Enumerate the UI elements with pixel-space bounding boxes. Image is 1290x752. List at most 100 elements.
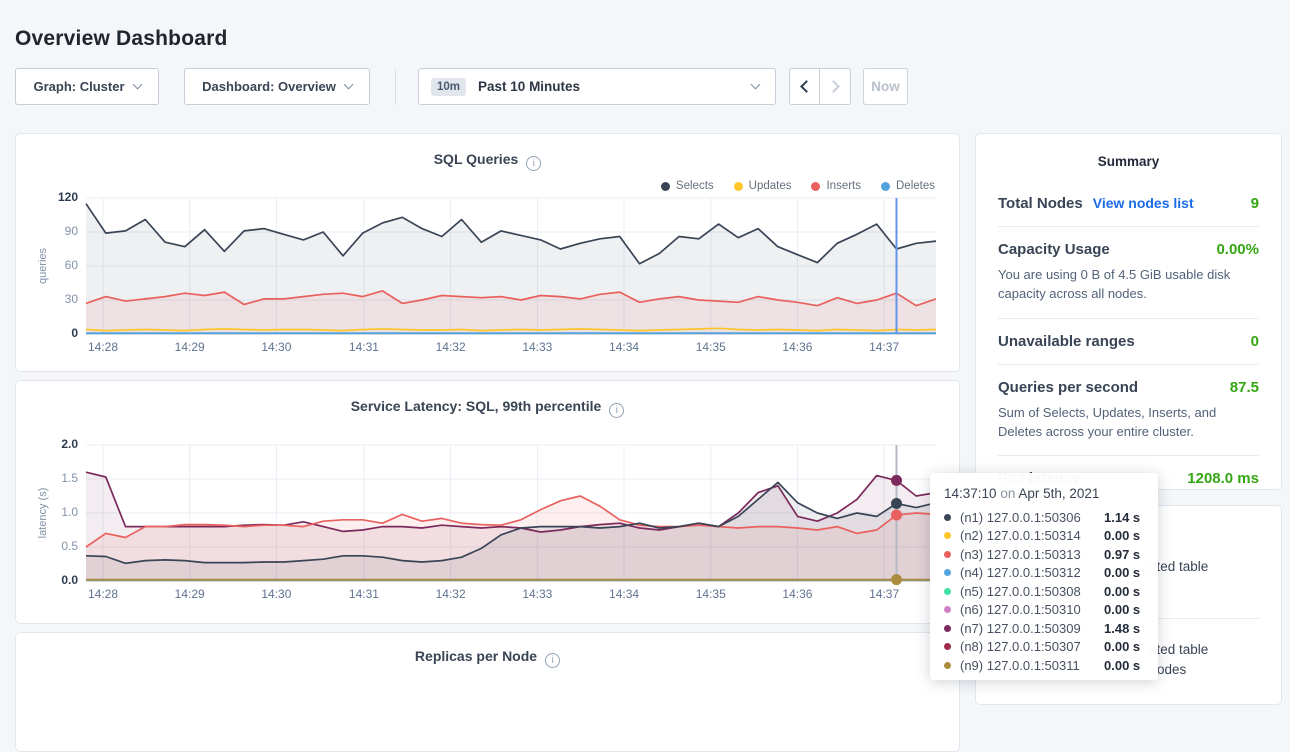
- sql-queries-panel: SQL Queries i Selects Updates Inserts Delete…: [15, 133, 960, 372]
- x-tick: 14:31: [348, 587, 379, 601]
- chart-title-text: SQL Queries: [433, 151, 519, 167]
- view-nodes-link[interactable]: View nodes list: [1092, 195, 1194, 211]
- summary-row-capacity: Capacity Usage 0.00%: [998, 241, 1259, 258]
- summary-label: Total Nodes: [998, 195, 1083, 212]
- time-range-selector[interactable]: 10m Past 10 Minutes: [418, 68, 776, 105]
- legend-label: Deletes: [896, 180, 935, 192]
- series-color-dot: [811, 181, 821, 191]
- time-window-badge: 10m: [431, 77, 467, 96]
- y-tick: 0.0: [61, 573, 78, 587]
- x-tick: 14:37: [869, 340, 900, 354]
- tooltip-node-row: (n5) 127.0.0.1:50308 0.00 s: [944, 582, 1146, 601]
- x-tick: 14:36: [782, 587, 813, 601]
- series-color-dot: [944, 550, 951, 558]
- info-icon[interactable]: i: [609, 403, 625, 418]
- now-button[interactable]: Now: [863, 68, 908, 105]
- series-color-dot: [944, 624, 951, 632]
- tooltip-node-address: (n3) 127.0.0.1:50313: [960, 546, 1081, 562]
- legend-item-deletes[interactable]: Deletes: [881, 180, 935, 192]
- summary-label: Capacity Usage: [998, 241, 1110, 258]
- prev-time-button[interactable]: [789, 68, 820, 105]
- x-tick: 14:35: [695, 340, 726, 354]
- info-icon[interactable]: i: [545, 653, 561, 668]
- divider: [1148, 618, 1260, 619]
- chart-title: Replicas per Node i: [16, 648, 959, 668]
- x-tick: 14:36: [782, 340, 813, 354]
- info-icon[interactable]: i: [526, 156, 542, 171]
- next-time-button[interactable]: [820, 68, 851, 105]
- tooltip-node-value: 0.00 s: [1104, 602, 1141, 618]
- y-tick: 120: [57, 190, 78, 204]
- x-tick: 14:32: [435, 340, 466, 354]
- event-text-fragment: odes: [1157, 662, 1187, 677]
- x-tick: 14:32: [435, 587, 466, 601]
- summary-description: You are using 0 B of 4.5 GiB usable disk…: [998, 267, 1231, 301]
- x-tick: 14:28: [87, 587, 119, 601]
- tooltip-time: 14:37:10: [944, 486, 997, 501]
- legend-item-selects[interactable]: Selects: [660, 180, 714, 192]
- series-color-dot: [944, 513, 951, 521]
- legend-item-updates[interactable]: Updates: [733, 180, 791, 192]
- chart-plot[interactable]: latency (s) 0.0 0.5 1.0 1.5 2.0 14:28 14:29 14:…: [37, 437, 937, 601]
- divider: [998, 455, 1259, 457]
- summary-label: Queries per second: [998, 378, 1139, 396]
- series-color-dot: [944, 569, 951, 577]
- tooltip-node-value: 0.00 s: [1104, 565, 1141, 581]
- chevron-down-icon: [750, 79, 761, 90]
- tooltip-node-row: (n8) 127.0.0.1:50307 0.00 s: [944, 638, 1146, 657]
- series-color-dot: [660, 181, 670, 191]
- tooltip-node-address: (n6) 127.0.0.1:50310: [960, 602, 1081, 618]
- summary-value: 87.5: [1229, 378, 1259, 396]
- chevron-down-icon: [343, 79, 354, 90]
- series-color-dot: [944, 643, 951, 651]
- chart-title: SQL Queries i: [16, 151, 959, 171]
- x-tick: 14:34: [609, 340, 640, 354]
- chart-title-text: Service Latency: SQL, 99th percentile: [350, 398, 602, 414]
- tooltip-node-address: (n1) 127.0.0.1:50306: [960, 509, 1081, 525]
- chevron-left-icon: [800, 80, 813, 93]
- tooltip-node-list: (n1) 127.0.0.1:50306 1.14 s (n2) 127.0.0.1…: [944, 508, 1146, 675]
- tooltip-node-value: 1.48 s: [1104, 620, 1141, 636]
- tooltip-node-value: 1.14 s: [1104, 509, 1141, 525]
- event-text-fragment: ated table: [1149, 559, 1209, 574]
- series-color-dot: [944, 606, 951, 614]
- toolbar-divider: [395, 69, 396, 105]
- x-tick: 14:37: [869, 587, 900, 601]
- dashboard-dropdown-label: Dashboard: Overview: [202, 79, 336, 94]
- series-color-dot: [944, 661, 951, 669]
- tooltip-node-row: (n2) 127.0.0.1:50314 0.00 s: [944, 527, 1146, 546]
- summary-title: Summary: [1097, 154, 1160, 169]
- legend-item-inserts[interactable]: Inserts: [811, 180, 861, 192]
- x-tick: 14:33: [522, 587, 553, 601]
- chevron-down-icon: [132, 79, 142, 90]
- page-title: Overview Dashboard: [15, 27, 228, 51]
- x-tick: 14:35: [695, 587, 726, 601]
- tooltip-node-row: (n4) 127.0.0.1:50312 0.00 s: [944, 564, 1146, 583]
- summary-description: Sum of Selects, Updates, Inserts, and De…: [998, 404, 1217, 439]
- chart-title-text: Replicas per Node: [414, 648, 538, 664]
- tooltip-node-address: (n2) 127.0.0.1:50314: [960, 528, 1081, 544]
- series-color-dot: [881, 181, 890, 191]
- tooltip-node-value: 0.97 s: [1104, 546, 1141, 562]
- summary-value: 9: [1250, 195, 1259, 212]
- service-latency-panel: Service Latency: SQL, 99th percentile i l…: [15, 380, 960, 624]
- x-tick: 14:29: [174, 587, 205, 601]
- summary-value: 0: [1250, 332, 1259, 350]
- graph-dropdown-label: Graph: Cluster: [33, 79, 125, 94]
- tooltip-node-value: 0.00 s: [1104, 657, 1141, 673]
- chart-plot[interactable]: queries 0 30 60 90 120 14:28 14:29 14:30 14:31 14…: [37, 190, 937, 354]
- service-latency-chart: [85, 444, 937, 586]
- series-color-dot: [733, 181, 743, 191]
- x-tick: 14:30: [261, 587, 292, 601]
- event-text-fragment: ated table: [1149, 642, 1209, 657]
- graph-dropdown[interactable]: Graph: Cluster: [15, 68, 159, 105]
- summary-value: 1208.0 ms: [1187, 470, 1259, 488]
- series-color-dot: [944, 587, 951, 595]
- chart-title: Service Latency: SQL, 99th percentile i: [16, 398, 959, 418]
- dashboard-dropdown[interactable]: Dashboard: Overview: [184, 68, 370, 105]
- tooltip-timestamp: 14:37:10 on Apr 5th, 2021: [944, 486, 1146, 501]
- tooltip-node-row: (n7) 127.0.0.1:50309 1.48 s: [944, 619, 1146, 638]
- x-tick: 14:29: [174, 340, 205, 354]
- y-tick: 1.5: [61, 471, 78, 485]
- y-tick: 1.0: [61, 505, 78, 519]
